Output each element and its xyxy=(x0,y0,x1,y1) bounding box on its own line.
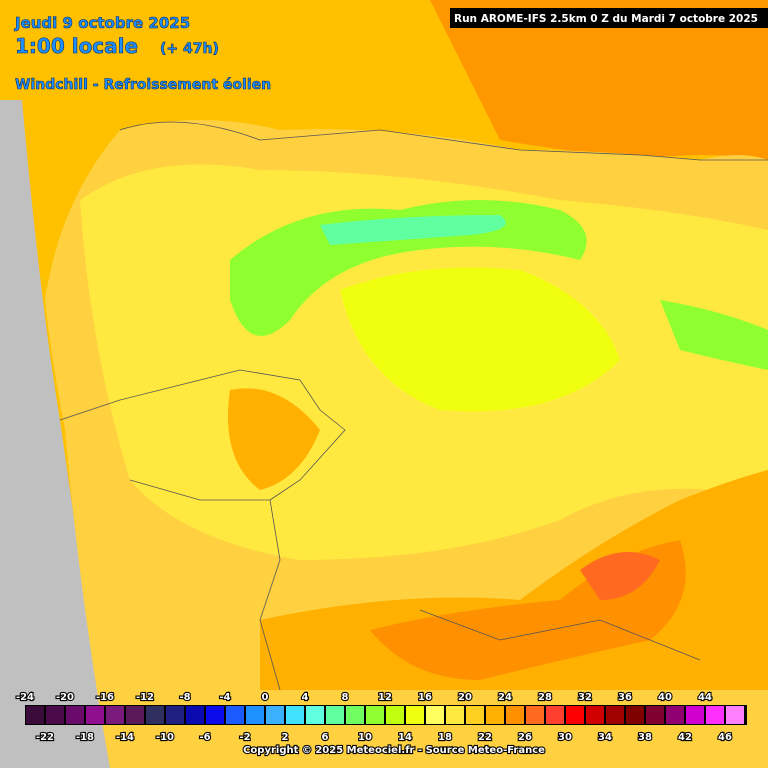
legend-swatch xyxy=(586,706,604,724)
legend-label: 46 xyxy=(718,732,732,743)
legend-label: -24 xyxy=(16,692,34,703)
legend-swatch xyxy=(626,706,644,724)
legend-swatch xyxy=(126,706,144,724)
legend-swatch xyxy=(546,706,564,724)
legend-swatch xyxy=(246,706,264,724)
legend-swatch xyxy=(446,706,464,724)
legend-swatch xyxy=(146,706,164,724)
time: 1:00 locale xyxy=(15,34,138,58)
legend-label: -14 xyxy=(116,732,134,743)
legend-swatch xyxy=(506,706,524,724)
mountains xyxy=(230,200,587,336)
legend-swatch xyxy=(426,706,444,724)
out-of-domain xyxy=(0,100,110,768)
legend-swatch xyxy=(386,706,404,724)
legend-label: 12 xyxy=(378,692,392,703)
legend-swatch xyxy=(46,706,64,724)
legend-swatch xyxy=(286,706,304,724)
legend-swatch xyxy=(366,706,384,724)
legend-label: 6 xyxy=(322,732,329,743)
legend-label: 44 xyxy=(698,692,712,703)
plateau xyxy=(340,267,620,412)
legend-label: 32 xyxy=(578,692,592,703)
legend-label: 34 xyxy=(598,732,612,743)
legend-swatch xyxy=(406,706,424,724)
regions xyxy=(59,369,701,661)
legend-swatch xyxy=(646,706,664,724)
legend-label: 38 xyxy=(638,732,652,743)
legend-label: 4 xyxy=(302,692,309,703)
legend-swatch xyxy=(486,706,504,724)
legend-swatch xyxy=(66,706,84,724)
legend-label: -8 xyxy=(179,692,190,703)
legend-swatch xyxy=(526,706,544,724)
legend-label: -18 xyxy=(76,732,94,743)
border xyxy=(239,369,346,691)
coastline xyxy=(119,121,768,161)
legend-label: 30 xyxy=(558,732,572,743)
legend-label: 0 xyxy=(262,692,269,703)
south-hottest xyxy=(580,552,660,600)
legend-swatch xyxy=(186,706,204,724)
legend-label: 8 xyxy=(342,692,349,703)
legend-swatch xyxy=(206,706,224,724)
variable: Windchill - Refroissement éolien xyxy=(15,77,271,93)
legend-swatch xyxy=(666,706,684,724)
date: Jeudi 9 octobre 2025 xyxy=(14,14,190,32)
legend-label: 24 xyxy=(498,692,512,703)
legend-label: 18 xyxy=(438,732,452,743)
legend-label: 16 xyxy=(418,692,432,703)
legend-swatch xyxy=(86,706,104,724)
legend-label: 42 xyxy=(678,732,692,743)
copyright: Copyright © 2025 Meteociel.fr - Source M… xyxy=(243,745,545,756)
legend-swatch xyxy=(466,706,484,724)
legend-label: -16 xyxy=(96,692,114,703)
legend-swatch xyxy=(26,706,44,724)
legend-swatch xyxy=(686,706,704,724)
legend-label: -10 xyxy=(156,732,174,743)
run-box xyxy=(450,8,768,28)
legend-swatch xyxy=(106,706,124,724)
legend-swatch xyxy=(326,706,344,724)
legend: -24-22-20-18-16-14-12-10-8-6-4-202468101… xyxy=(15,691,744,744)
legend-swatch xyxy=(166,706,184,724)
legend-label: -4 xyxy=(219,692,230,703)
legend-swatch xyxy=(306,706,324,724)
legend-swatch xyxy=(706,706,724,724)
mountains-east xyxy=(660,300,768,370)
legend-label: -22 xyxy=(36,732,54,743)
legend-label: 36 xyxy=(618,692,632,703)
valley-warm xyxy=(228,388,320,490)
legend-swatch xyxy=(226,706,244,724)
lead-time: (+ 47h) xyxy=(160,41,219,57)
legend-swatch xyxy=(726,706,744,724)
run-info: Run AROME-IFS 2.5km 0 Z du Mardi 7 octob… xyxy=(454,13,758,25)
legend-label: 40 xyxy=(658,692,672,703)
legend-label: 26 xyxy=(518,732,532,743)
legend-label: 10 xyxy=(358,732,372,743)
legend-label: -20 xyxy=(56,692,74,703)
legend-label: 22 xyxy=(478,732,492,743)
legend-swatch xyxy=(606,706,624,724)
legend-label: 2 xyxy=(282,732,289,743)
legend-swatch xyxy=(566,706,584,724)
mountains-cold xyxy=(320,215,506,245)
legend-swatch xyxy=(266,706,284,724)
legend-swatch xyxy=(346,706,364,724)
legend-label: -12 xyxy=(136,692,154,703)
legend-label: 28 xyxy=(538,692,552,703)
legend-label: 20 xyxy=(458,692,472,703)
legend-label: -6 xyxy=(199,732,210,743)
legend-label: 14 xyxy=(398,732,412,743)
legend-label: -2 xyxy=(239,732,250,743)
warm-sea xyxy=(430,0,768,160)
